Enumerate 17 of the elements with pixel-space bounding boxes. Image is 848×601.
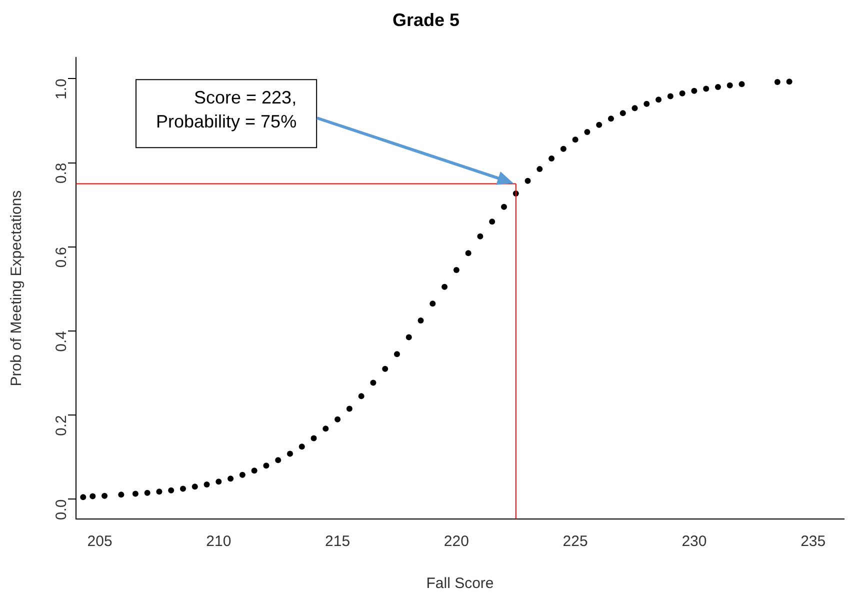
- x-tick-label: 235: [800, 533, 826, 550]
- y-tick-label: 0.4: [53, 330, 70, 352]
- x-tick-label: 215: [325, 533, 350, 550]
- y-axis-title: Prob of Meeting Expectations: [8, 190, 26, 386]
- x-tick-label: 225: [562, 533, 588, 550]
- x-tick-label: 205: [87, 533, 112, 550]
- y-tick-label: 0.2: [53, 415, 70, 436]
- y-tick-label: 1.0: [53, 78, 70, 100]
- y-tick-label: 0.0: [53, 499, 70, 520]
- chart-title: Grade 5: [392, 10, 460, 30]
- x-tick-label: 230: [682, 533, 707, 550]
- y-tick-label: 0.8: [53, 162, 70, 184]
- x-axis-title: Fall Score: [426, 575, 494, 592]
- x-tick-label: 210: [206, 533, 232, 550]
- annotation: Score = 223, Probability = 75%: [156, 88, 297, 132]
- x-tick-label: 220: [444, 533, 469, 550]
- y-tick-label: 0.6: [53, 246, 70, 268]
